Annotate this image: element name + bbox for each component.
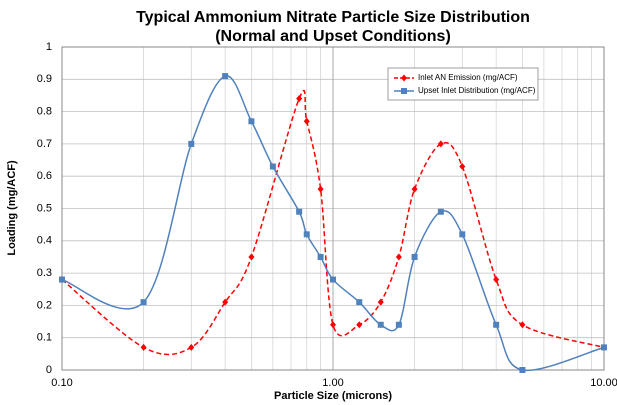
marker [269, 163, 276, 170]
y-tick-label: 0 [46, 364, 52, 376]
y-axis-label: Loading (mg/ACF) [6, 160, 18, 256]
marker [459, 163, 466, 171]
legend-box [387, 67, 539, 101]
marker [303, 117, 310, 125]
marker [248, 253, 255, 261]
x-tick-label: 10.00 [590, 377, 617, 389]
marker [222, 298, 229, 306]
marker [303, 231, 310, 238]
y-tick-label: 0.9 [37, 73, 52, 85]
y-tick-label: 0.2 [37, 299, 52, 311]
marker [330, 321, 336, 329]
marker [395, 253, 402, 261]
marker [356, 321, 363, 329]
marker [296, 208, 303, 215]
marker [188, 343, 195, 351]
marker [601, 344, 607, 351]
marker [296, 95, 303, 103]
plot-border [61, 46, 605, 371]
series-line [61, 75, 605, 372]
marker [493, 276, 500, 284]
marker [377, 321, 384, 328]
y-tick-label: 0.8 [37, 106, 52, 118]
y-tick-label: 0.4 [37, 235, 52, 247]
marker [222, 73, 229, 80]
marker [317, 253, 324, 260]
marker [401, 74, 407, 82]
marker [140, 299, 147, 306]
marker [317, 185, 324, 193]
y-tick-label: 0.7 [37, 138, 52, 150]
marker [437, 208, 444, 215]
marker [437, 140, 444, 148]
marker [140, 343, 147, 351]
legend-label: Inlet AN Emission (mg/ACF) [418, 73, 518, 82]
legend: Inlet AN Emission (mg/ACF) Upset Inlet Di… [387, 67, 539, 101]
chart-title: Typical Ammonium Nitrate Particle Size D… [136, 9, 530, 26]
x-tick-label: 1.00 [322, 377, 343, 389]
marker [59, 276, 65, 283]
marker [395, 321, 402, 328]
marker [356, 299, 363, 306]
marker [401, 88, 407, 94]
y-tick-label: 0.5 [37, 202, 52, 214]
x-axis-label: Particle Size (microns) [274, 390, 392, 402]
legend-label: Upset Inlet Distribution (mg/ACF) [418, 86, 536, 95]
marker [459, 231, 466, 238]
marker [493, 321, 500, 328]
y-tick-label: 0.1 [37, 332, 52, 344]
x-tick-label: 0.10 [51, 377, 72, 389]
marker [188, 140, 195, 147]
marker [248, 118, 255, 125]
marker [330, 276, 336, 283]
marker [519, 367, 526, 373]
series-line [61, 89, 605, 356]
marker [411, 253, 418, 260]
marker [519, 321, 526, 329]
chart-subtitle: (Normal and Upset Conditions) [215, 28, 451, 45]
y-tick-label: 0.3 [37, 267, 52, 279]
marker [377, 298, 384, 306]
marker [411, 185, 418, 193]
y-tick-label: 1 [46, 41, 52, 53]
y-tick-label: 0.6 [37, 170, 52, 182]
